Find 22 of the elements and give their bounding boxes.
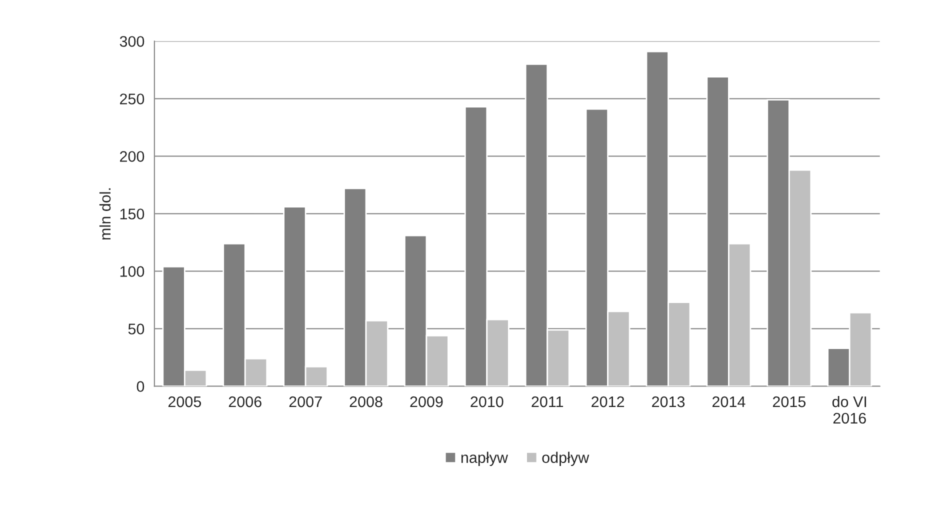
- y-tick-label: 250: [120, 94, 144, 104]
- x-tick-label: 2006: [228, 396, 262, 408]
- x-tick-label: 2007: [289, 396, 322, 408]
- y-axis-title: mln dol.: [99, 188, 111, 240]
- y-tick-label: 0: [136, 381, 144, 392]
- x-tick-label: 2011: [532, 396, 564, 408]
- y-tick-label: 100: [120, 266, 144, 277]
- y-tick-label: 50: [128, 324, 144, 334]
- x-tick-label: 2014: [712, 396, 746, 408]
- y-tick-label: 150: [120, 208, 144, 220]
- x-tick-label: 2010: [470, 396, 504, 408]
- y-tick-label: 200: [120, 151, 144, 162]
- x-tick-label: 2008: [350, 396, 382, 408]
- legend-label: napływ: [461, 452, 508, 466]
- x-tick-label: 2015: [772, 396, 806, 408]
- y-tick-label: 300: [120, 36, 144, 47]
- legend-label: odpływ: [542, 452, 590, 466]
- x-tick-label: do VI 2016: [832, 396, 866, 424]
- x-tick-label: 2009: [410, 396, 443, 408]
- x-tick-label: 2005: [168, 396, 202, 408]
- x-tick-label: 2012: [592, 396, 624, 408]
- x-tick-label: 2013: [652, 396, 685, 408]
